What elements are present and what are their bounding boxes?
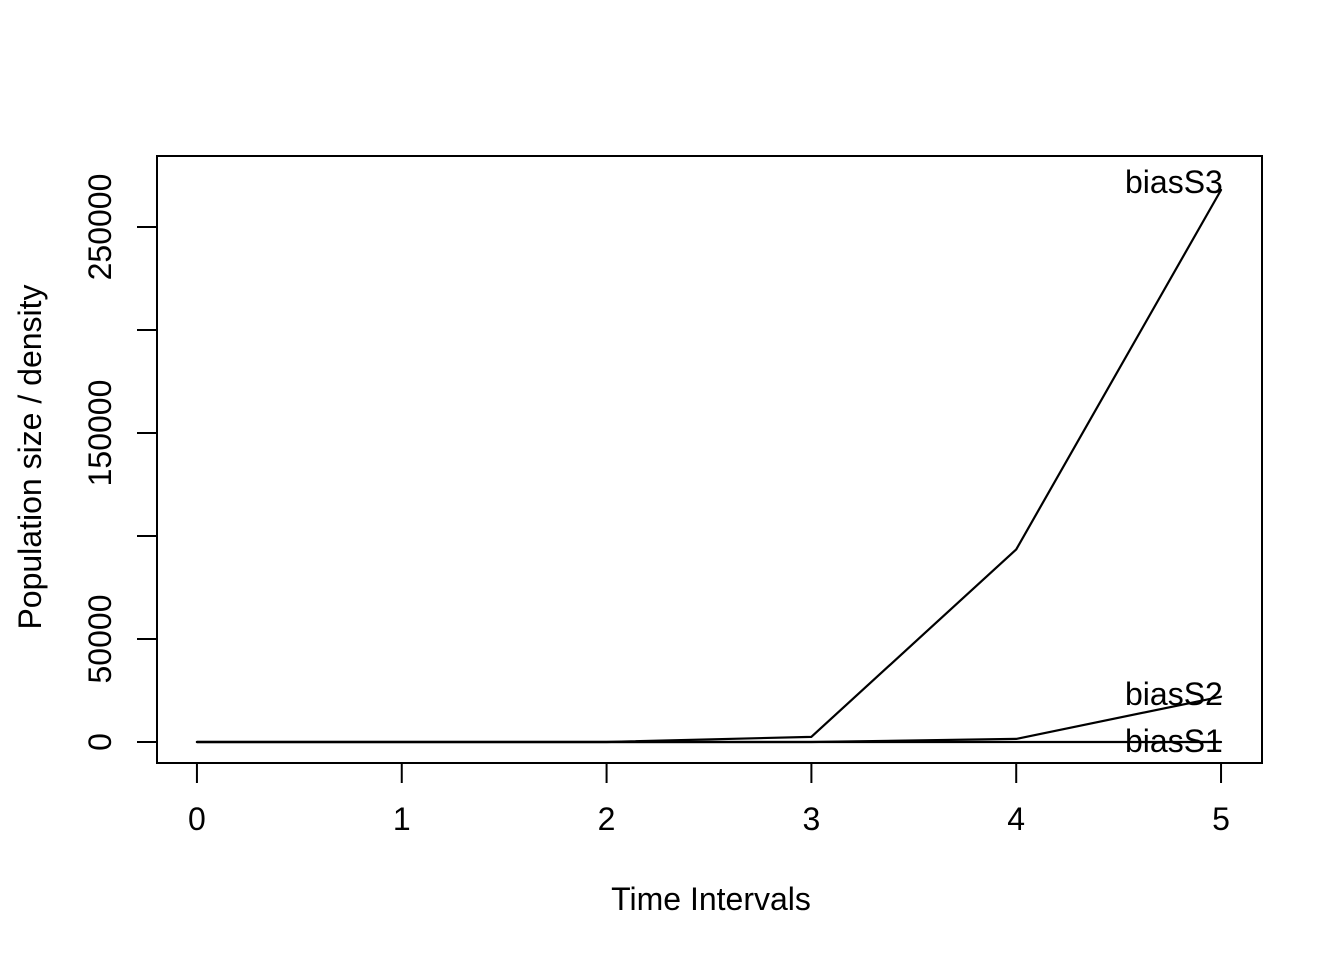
x-axis-title: Time Intervals <box>611 881 811 917</box>
x-tick-label: 2 <box>597 801 616 837</box>
y-tick-label: 50000 <box>82 594 118 684</box>
x-tick-label: 4 <box>1007 801 1026 837</box>
x-tick-label: 5 <box>1212 801 1230 837</box>
series-label-biasS1: biasS1 <box>1125 723 1223 760</box>
x-tick-label: 0 <box>188 801 206 837</box>
x-tick-label: 3 <box>802 801 821 837</box>
y-tick-label: 0 <box>82 733 118 751</box>
x-tick-label: 1 <box>392 801 411 837</box>
series-label-biasS3: biasS3 <box>1125 163 1223 200</box>
y-tick-label: 150000 <box>82 379 118 487</box>
y-tick-label: 250000 <box>82 173 118 281</box>
y-axis-title: Population size / density <box>12 284 48 630</box>
series-label-biasS2: biasS2 <box>1125 675 1223 712</box>
